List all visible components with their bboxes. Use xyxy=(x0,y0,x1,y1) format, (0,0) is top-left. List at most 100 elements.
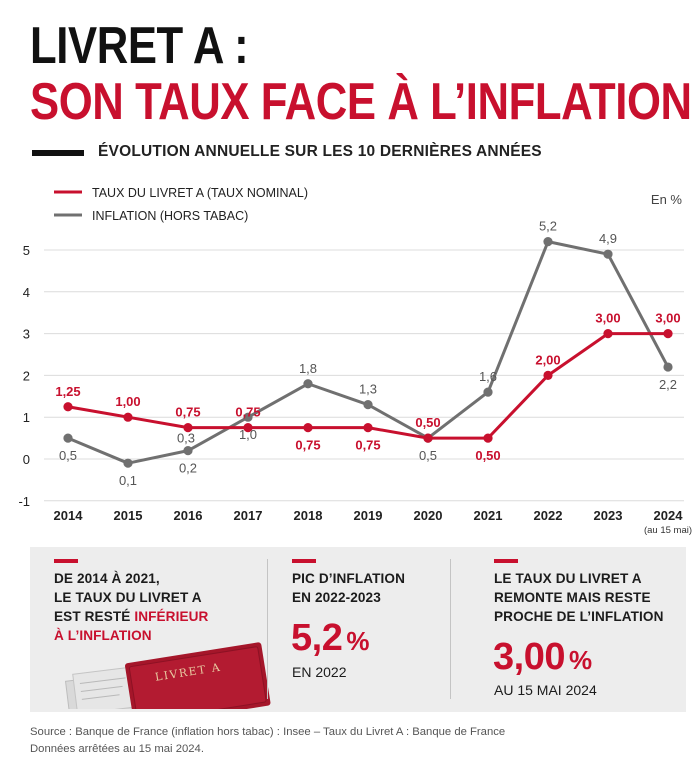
data-label-inflation: 1,3 xyxy=(359,382,377,397)
y-tick-label: 1 xyxy=(23,410,30,425)
x-tick-label: 2022 xyxy=(534,508,563,523)
data-label-livret-a: 0,75 xyxy=(175,405,200,420)
data-point-livret-a xyxy=(423,433,433,443)
data-point-inflation xyxy=(243,412,253,422)
data-point-livret-a xyxy=(663,329,673,339)
data-label-inflation: 0,5 xyxy=(59,448,77,463)
series-layer: 0,5 0,1 0,2 1,0 1,8 1,3 0,5 1,6 5,2 4,9 2,2 1,25 1,0… xyxy=(55,219,680,489)
x-tick-label: 2014 xyxy=(54,508,84,523)
fact-3-line: REMONTE MAIS RESTE xyxy=(494,590,651,605)
x-tick-label: 2023 xyxy=(594,508,623,523)
annotation-label: 0,3 xyxy=(177,431,195,446)
x-tick-label: 2017 xyxy=(234,508,263,523)
data-point-inflation xyxy=(303,379,313,389)
data-point-inflation xyxy=(183,446,193,456)
y-tick-label: 2 xyxy=(23,368,30,383)
data-label-inflation: 0,1 xyxy=(119,473,137,488)
date-note: Données arrêtées au 15 mai 2024. xyxy=(30,743,204,755)
data-label-livret-a: 0,75 xyxy=(355,438,380,453)
data-label-inflation: 1,6 xyxy=(479,369,497,384)
data-label-inflation: 0,5 xyxy=(419,448,437,463)
x-tick-label: 2024 xyxy=(654,508,684,523)
x-tick-label: 2020 xyxy=(414,508,443,523)
data-label-livret-a: 3,00 xyxy=(655,311,680,326)
data-label-inflation: 1,0 xyxy=(239,427,257,442)
livret-booklet-illustration: LIVRET A xyxy=(64,642,271,709)
title-line-2: SON TAUX FACE À L’INFLATION xyxy=(30,73,692,131)
source-note: Source : Banque de France (inflation hor… xyxy=(30,724,505,758)
x-tick-label: 2019 xyxy=(354,508,383,523)
x-tick-label: 2015 xyxy=(114,508,143,523)
data-point-inflation xyxy=(63,433,73,443)
title-line-1: LIVRET A : xyxy=(30,17,249,75)
x-tick-note: (au 15 mai) xyxy=(644,525,692,536)
data-point-inflation xyxy=(603,249,613,259)
data-point-livret-a xyxy=(243,423,253,433)
data-point-livret-a xyxy=(63,402,73,412)
data-point-inflation xyxy=(483,387,493,397)
data-label-livret-a: 3,00 xyxy=(595,311,620,326)
data-label-livret-a: 0,75 xyxy=(235,405,260,420)
panel-divider xyxy=(450,559,451,699)
legend-label-inflation: INFLATION (HORS TABAC) xyxy=(92,209,248,223)
peak-inflation-value: 5,2 xyxy=(291,617,343,659)
data-point-livret-a xyxy=(123,412,133,422)
data-label-inflation: 0,2 xyxy=(179,461,197,476)
fact-2-text: PIC D’INFLATION EN 2022-2023 xyxy=(292,569,452,607)
fact-1-line: DE 2014 À 2021, xyxy=(54,571,160,586)
panel-divider xyxy=(267,559,268,699)
y-tick-label: 4 xyxy=(23,285,30,300)
y-tick-label: 0 xyxy=(23,452,30,467)
y-tick-label: 3 xyxy=(23,327,30,342)
accent-bar xyxy=(292,559,316,563)
subtitle-rule xyxy=(32,150,84,156)
accent-bar xyxy=(494,559,518,563)
legend: TAUX DU LIVRET A (TAUX NOMINAL) INFLATIO… xyxy=(54,186,682,223)
data-point-livret-a xyxy=(603,329,613,339)
accent-bar xyxy=(54,559,78,563)
livret-rate-value: 3,00 xyxy=(493,636,565,678)
fact-1-text-part: EST RESTÉ xyxy=(54,609,135,624)
key-facts-panel: DE 2014 À 2021, LE TAUX DU LIVRET A EST … xyxy=(30,547,686,712)
fact-1-line: LE TAUX DU LIVRET A xyxy=(54,590,202,605)
fact-1-highlight: À L’INFLATION xyxy=(54,628,152,643)
data-label-inflation: 5,2 xyxy=(539,219,557,234)
data-point-livret-a xyxy=(183,423,193,433)
data-label-livret-a: 0,50 xyxy=(475,448,500,463)
fact-1-text: DE 2014 À 2021, LE TAUX DU LIVRET A EST … xyxy=(54,569,244,645)
fact-2-line: PIC D’INFLATION xyxy=(292,571,406,586)
fact-2-line: EN 2022-2023 xyxy=(292,590,381,605)
data-point-livret-a xyxy=(483,433,493,443)
y-axis: -1 0 1 2 3 4 5 xyxy=(18,243,30,509)
fact-1-line: EST RESTÉ INFÉRIEUR xyxy=(54,607,244,626)
data-point-livret-a xyxy=(363,423,373,433)
peak-inflation-unit: % xyxy=(346,626,370,656)
data-label-inflation: 4,9 xyxy=(599,231,617,246)
grid-lines xyxy=(44,249,684,502)
y-tick-label: -1 xyxy=(18,494,30,509)
data-label-livret-a: 1,25 xyxy=(55,384,80,399)
data-label-livret-a: 1,00 xyxy=(115,394,140,409)
data-point-inflation xyxy=(123,458,133,468)
livret-rate-unit: % xyxy=(568,645,593,675)
x-tick-label: 2018 xyxy=(294,508,323,523)
data-point-inflation xyxy=(543,237,553,247)
data-point-livret-a xyxy=(543,370,553,380)
x-axis: 2014 2015 2016 2017 2018 2019 2020 2021 2022 2023… xyxy=(54,508,692,536)
fact-2-caption: EN 2022 xyxy=(292,664,347,680)
data-label-livret-a: 0,75 xyxy=(295,438,320,453)
source-line: Source : Banque de France (inflation hor… xyxy=(30,726,506,738)
line-chart: -1 0 1 2 3 4 5 2014 2015 2016 2017 2018 2019 2020 202… xyxy=(18,186,692,536)
data-label-inflation: 1,8 xyxy=(299,361,317,376)
unit-label: En % xyxy=(651,192,683,207)
fact-3-line: PROCHE DE L’INFLATION xyxy=(494,609,664,624)
legend-label-livret-a: TAUX DU LIVRET A (TAUX NOMINAL) xyxy=(92,186,308,200)
data-label-livret-a: 2,00 xyxy=(535,352,560,367)
y-tick-label: 5 xyxy=(23,243,30,258)
subtitle: ÉVOLUTION ANNUELLE SUR LES 10 DERNIÈRES … xyxy=(98,143,542,160)
fact-3-line: LE TAUX DU LIVRET A xyxy=(494,571,642,586)
fact-3-big-value: 3,00% xyxy=(493,636,592,679)
fact-1-highlight: INFÉRIEUR xyxy=(134,609,209,624)
data-label-inflation: 2,2 xyxy=(659,377,677,392)
x-tick-label: 2016 xyxy=(174,508,203,523)
